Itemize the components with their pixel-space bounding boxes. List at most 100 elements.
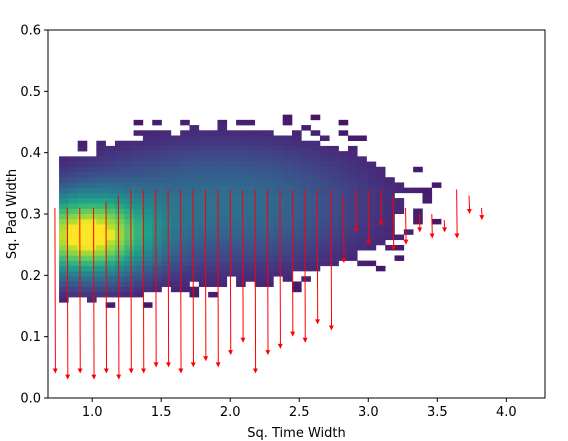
heatmap-cell: [366, 182, 377, 188]
heatmap-cell: [292, 208, 302, 214]
heatmap-cell: [68, 271, 78, 277]
heatmap-cell: [292, 260, 302, 267]
heatmap-cell: [198, 229, 209, 235]
heatmap-cell: [217, 250, 228, 256]
heatmap-cell: [292, 239, 302, 246]
heatmap-cell: [133, 276, 144, 282]
heatmap-cell: [133, 234, 144, 241]
heatmap-cell: [208, 213, 218, 220]
heatmap-cell: [170, 250, 181, 256]
heatmap-cell: [189, 244, 200, 251]
heatmap-cell: [208, 218, 218, 225]
heatmap-cell: [114, 276, 125, 282]
heatmap-cell: [87, 203, 97, 209]
heatmap-cell: [282, 119, 293, 126]
heatmap-cell: [226, 213, 237, 220]
heatmap-cell: [208, 187, 218, 194]
heatmap-cell: [77, 192, 88, 199]
heatmap-cell: [301, 192, 311, 199]
arrow: [103, 201, 109, 374]
heatmap-cell: [329, 177, 339, 183]
heatmap-cell: [385, 182, 395, 188]
heatmap-cell: [273, 234, 283, 241]
heatmap-cell: [292, 166, 302, 173]
arrow: [341, 195, 347, 264]
heatmap-cell: [226, 145, 237, 152]
heatmap-cell: [319, 203, 330, 209]
heatmap-cell: [180, 145, 190, 152]
heatmap-cell: [105, 145, 116, 152]
heatmap-cell: [245, 213, 256, 220]
heatmap-cell: [87, 177, 97, 183]
heatmap-cell: [142, 213, 153, 220]
heatmap-cell: [87, 161, 97, 168]
heatmap-cell: [273, 187, 283, 194]
heatmap-cell: [68, 224, 78, 230]
heatmap-cell: [217, 125, 228, 131]
heatmap-cell: [226, 255, 237, 261]
heatmap-cell: [208, 135, 218, 142]
heatmap-cell: [208, 151, 218, 157]
heatmap-cell: [189, 135, 200, 142]
heatmap-cell: [68, 281, 78, 287]
heatmap-cell: [189, 161, 200, 168]
heatmap-cell: [180, 161, 190, 168]
heatmap-cell: [338, 192, 349, 199]
heatmap-cell: [77, 171, 88, 178]
heatmap-cell: [254, 239, 265, 246]
heatmap-cell: [124, 171, 134, 178]
heatmap-cell: [189, 156, 200, 162]
heatmap-cell: [59, 213, 69, 220]
heatmap-cell: [329, 151, 339, 157]
heatmap-cell: [375, 239, 386, 246]
heatmap-cell: [338, 166, 349, 173]
heatmap-cell: [208, 198, 218, 204]
heatmap-cell: [394, 187, 405, 194]
heatmap-cell: [198, 192, 209, 199]
heatmap-cell: [133, 250, 144, 256]
heatmap-cell: [282, 135, 293, 142]
heatmap-cell: [292, 224, 302, 230]
heatmap-cell: [394, 182, 405, 188]
heatmap-cell: [310, 260, 321, 267]
heatmap-cell: [245, 239, 256, 246]
heatmap-cell: [282, 171, 293, 178]
heatmap-cell: [357, 187, 367, 194]
heatmap-cell: [217, 234, 228, 241]
heatmap-cell: [161, 177, 172, 183]
heatmap-cell: [180, 182, 190, 188]
heatmap-cell: [431, 182, 442, 188]
y-tick-label: 0.4: [20, 146, 41, 161]
heatmap-cell: [198, 234, 209, 241]
heatmap-cell: [385, 208, 395, 214]
heatmap-cell: [292, 145, 302, 152]
heatmap-cell: [347, 151, 358, 157]
heatmap-cell: [236, 119, 246, 126]
heatmap-cell: [114, 281, 125, 287]
heatmap-cell: [310, 171, 321, 178]
heatmap-cell: [161, 140, 172, 147]
heatmap-cell: [161, 239, 172, 246]
heatmap-cell: [142, 182, 153, 188]
heatmap-cell: [254, 171, 265, 178]
heatmap-cell: [87, 297, 97, 303]
heatmap-cell: [208, 234, 218, 241]
heatmap-cell: [338, 119, 349, 126]
heatmap-cell: [77, 286, 88, 293]
heatmap-cell: [77, 255, 88, 261]
heatmap-cell: [96, 182, 106, 188]
heatmap-cell: [105, 255, 116, 261]
heatmap-cell: [124, 156, 134, 162]
y-tick-label: 0.1: [20, 330, 41, 345]
heatmap-cell: [87, 250, 97, 256]
heatmap-cell: [133, 119, 144, 126]
heatmap-cell: [236, 229, 246, 235]
heatmap-cell: [226, 192, 237, 199]
heatmap-cell: [189, 187, 200, 194]
heatmap-cell: [319, 229, 330, 235]
heatmap-cell: [189, 130, 200, 136]
heatmap-cell: [226, 182, 237, 188]
heatmap-cells: [59, 114, 442, 308]
heatmap-cell: [236, 250, 246, 256]
heatmap-cell: [329, 156, 339, 162]
